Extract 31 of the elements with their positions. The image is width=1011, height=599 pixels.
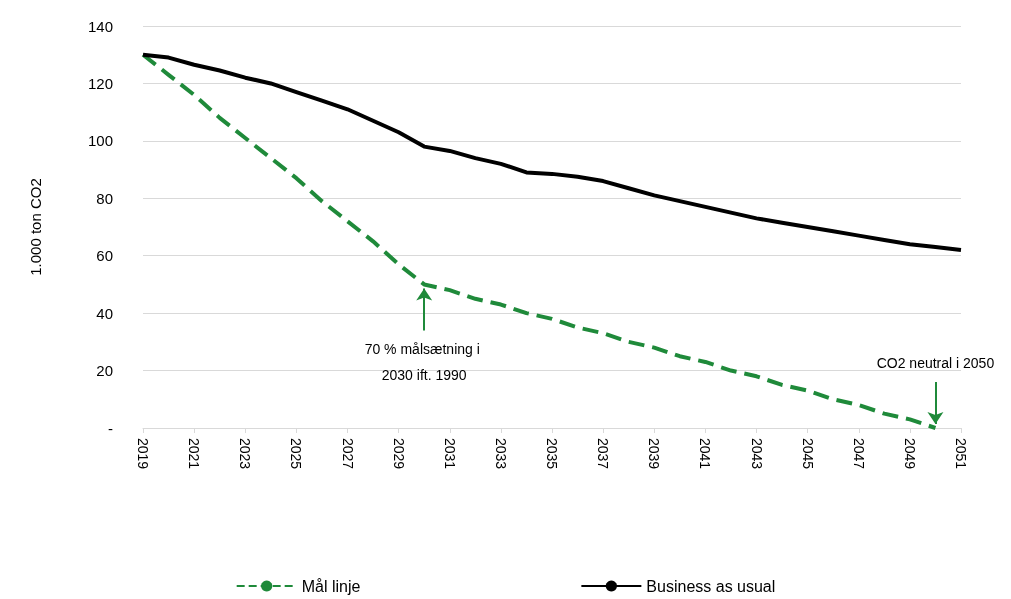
y-tick-label: 100 [87,132,113,150]
x-tick-label: 2041 [697,438,714,470]
x-tick-label: 2025 [288,438,305,470]
x-tick-label: 2047 [850,438,867,470]
y-tick-label: 120 [87,74,113,92]
y-tick-label: 80 [96,189,113,207]
x-tick-label: 2039 [646,438,663,470]
legend-label: Business as usual [646,577,776,595]
y-tick-label: 60 [96,247,113,265]
y-axis-title: 1.000 ton CO2 [27,178,44,276]
annotation: 70 % målsætning i 2030 ift. 1990 [364,341,484,384]
x-tick-label: 2049 [901,438,918,470]
x-tick-label: 2033 [492,438,509,470]
x-tick-label: 2051 [953,438,969,470]
y-tick-label: - [108,419,113,437]
legend-label: Mål linje [301,577,361,595]
x-tick-label: 2031 [441,438,458,470]
x-tick-label: 2027 [339,438,356,470]
y-tick-label: 40 [96,304,113,322]
y-tick-label: 20 [96,362,113,380]
x-tick-label: 2035 [544,438,560,470]
x-tick-label: 2037 [595,438,612,470]
x-tick-label: 2045 [799,438,816,470]
y-tick-label: 140 [87,17,113,35]
x-tick-label: 2029 [390,438,407,470]
x-tick-label: 2043 [748,438,765,470]
annotation: CO2 neutral i 2050 [876,355,995,371]
x-tick-label: 2023 [237,438,254,470]
x-tick-label: 2019 [135,438,151,470]
line-series [141,52,963,252]
x-tick-label: 2021 [186,438,203,470]
